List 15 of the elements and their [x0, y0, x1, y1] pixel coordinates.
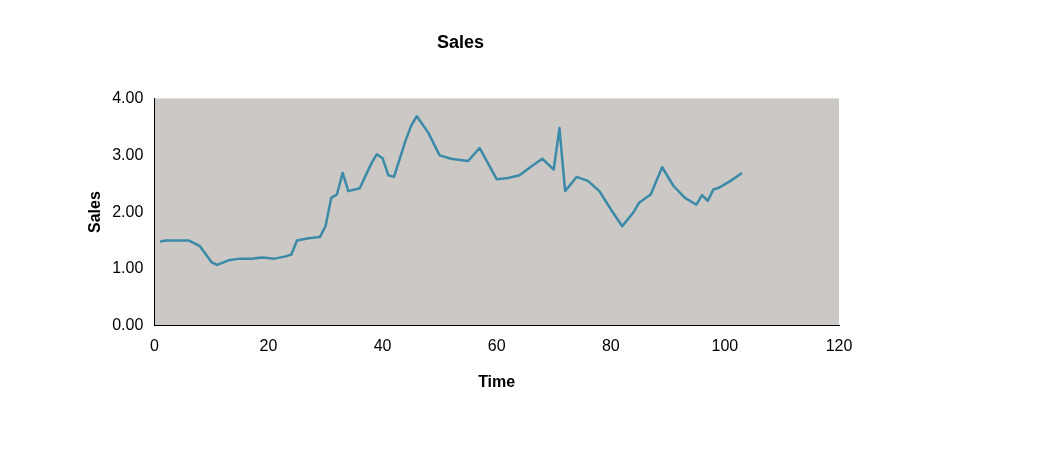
y-axis-title: Sales — [86, 191, 104, 234]
x-tick-label: 100 — [711, 336, 739, 354]
x-axis-title: Time — [478, 372, 516, 390]
x-tick-label: 80 — [601, 336, 620, 354]
y-tick-label: 1.00 — [112, 259, 144, 277]
y-tick-label: 2.00 — [112, 202, 144, 220]
x-tick-label: 40 — [373, 336, 392, 354]
chart-title: Sales — [436, 31, 485, 52]
x-tick-label: 0 — [149, 336, 159, 354]
y-tick-label: 0.00 — [112, 316, 144, 334]
x-tick-label: 20 — [259, 336, 278, 354]
x-tick-label: 120 — [825, 336, 853, 354]
y-tick-label: 4.00 — [112, 89, 144, 107]
y-tick-label: 3.00 — [112, 145, 144, 163]
x-tick-label: 60 — [487, 336, 506, 354]
